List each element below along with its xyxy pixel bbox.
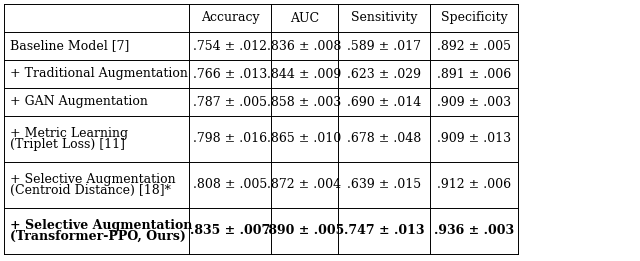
Text: (Transformer-PPO, Ours): (Transformer-PPO, Ours) — [10, 230, 186, 243]
Text: .858 ± .003: .858 ± .003 — [268, 96, 342, 109]
Text: Accuracy: Accuracy — [201, 11, 259, 25]
Text: + Metric Learning: + Metric Learning — [10, 127, 128, 140]
Text: .798 ± .016: .798 ± .016 — [193, 133, 267, 145]
Text: .892 ± .005: .892 ± .005 — [437, 39, 511, 52]
Text: .836 ± .008: .836 ± .008 — [268, 39, 342, 52]
Text: (Triplet Loss) [11]: (Triplet Loss) [11] — [10, 138, 125, 151]
Text: + Selective Augmentation: + Selective Augmentation — [10, 173, 175, 186]
Text: AUC: AUC — [290, 11, 319, 25]
Text: + Traditional Augmentation: + Traditional Augmentation — [10, 68, 188, 80]
Text: .766 ± .013: .766 ± .013 — [193, 68, 267, 80]
Text: .909 ± .013: .909 ± .013 — [437, 133, 511, 145]
Text: .844 ± .009: .844 ± .009 — [268, 68, 342, 80]
Text: .890 ± .005: .890 ± .005 — [264, 224, 344, 238]
Text: .623 ± .029: .623 ± .029 — [347, 68, 421, 80]
Text: .909 ± .003: .909 ± .003 — [437, 96, 511, 109]
Text: .872 ± .004: .872 ± .004 — [268, 179, 342, 192]
Text: .754 ± .012: .754 ± .012 — [193, 39, 267, 52]
Text: .891 ± .006: .891 ± .006 — [437, 68, 511, 80]
Text: .690 ± .014: .690 ± .014 — [347, 96, 421, 109]
Text: .865 ± .010: .865 ± .010 — [268, 133, 342, 145]
Text: Specificity: Specificity — [440, 11, 508, 25]
Text: Baseline Model [7]: Baseline Model [7] — [10, 39, 129, 52]
Text: .589 ± .017: .589 ± .017 — [347, 39, 421, 52]
Text: + Selective Augmentation: + Selective Augmentation — [10, 219, 193, 232]
Text: .678 ± .048: .678 ± .048 — [347, 133, 421, 145]
Text: .808 ± .005: .808 ± .005 — [193, 179, 267, 192]
Text: .747 ± .013: .747 ± .013 — [344, 224, 424, 238]
Text: .835 ± .007: .835 ± .007 — [190, 224, 270, 238]
Text: + GAN Augmentation: + GAN Augmentation — [10, 96, 148, 109]
Text: .936 ± .003: .936 ± .003 — [434, 224, 514, 238]
Text: .912 ± .006: .912 ± .006 — [437, 179, 511, 192]
Text: .639 ± .015: .639 ± .015 — [347, 179, 421, 192]
Text: Sensitivity: Sensitivity — [351, 11, 417, 25]
Text: (Centroid Distance) [18]*: (Centroid Distance) [18]* — [10, 184, 171, 197]
Text: .787 ± .005: .787 ± .005 — [193, 96, 267, 109]
